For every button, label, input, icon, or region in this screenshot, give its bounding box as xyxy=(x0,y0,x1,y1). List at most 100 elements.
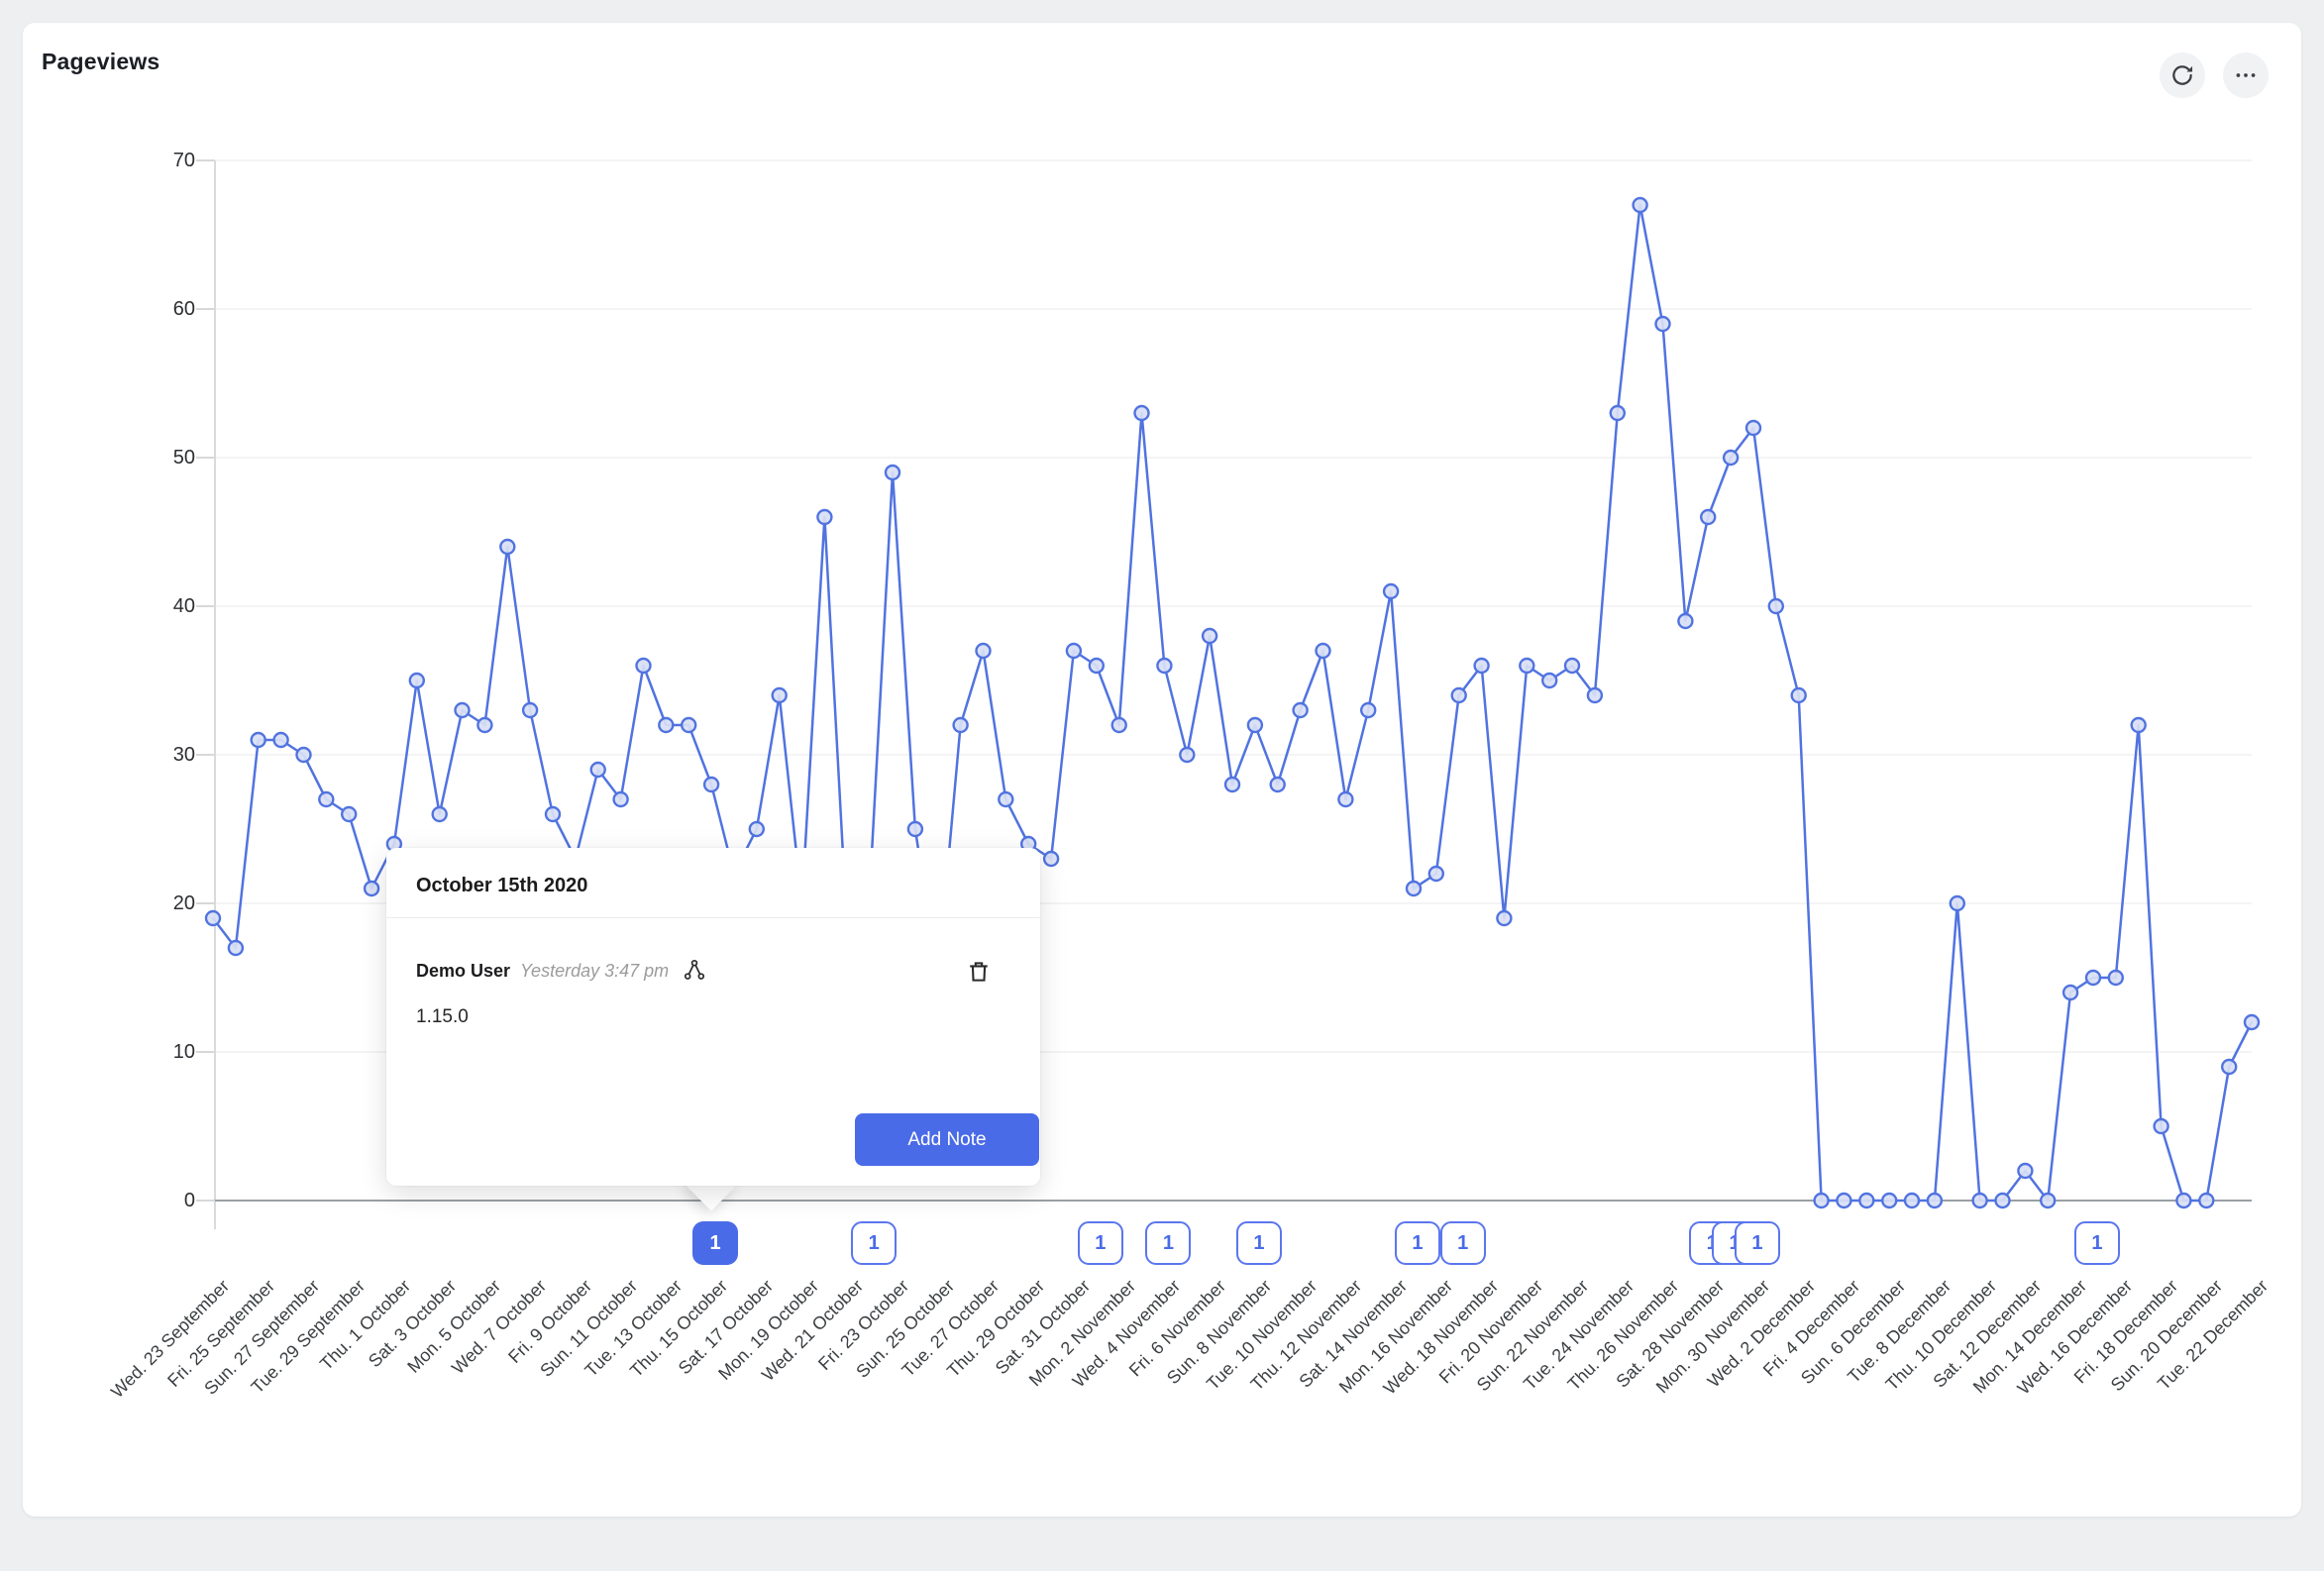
note-badge[interactable]: 1 xyxy=(1439,1221,1486,1265)
data-point[interactable] xyxy=(2039,1192,2057,1209)
data-point[interactable] xyxy=(227,939,245,957)
data-point[interactable] xyxy=(318,790,335,808)
data-point[interactable] xyxy=(2175,1192,2192,1209)
data-point[interactable] xyxy=(2084,969,2102,987)
data-point[interactable] xyxy=(589,761,606,779)
data-point[interactable] xyxy=(1496,909,1513,927)
data-point[interactable] xyxy=(1519,657,1535,675)
data-point[interactable] xyxy=(1179,746,1196,764)
data-point[interactable] xyxy=(1405,880,1423,897)
data-point[interactable] xyxy=(250,731,266,749)
data-point[interactable] xyxy=(1767,597,1785,615)
data-point[interactable] xyxy=(295,746,312,764)
y-axis-label: 70 xyxy=(172,150,195,171)
data-point[interactable] xyxy=(1088,657,1106,675)
data-point[interactable] xyxy=(1632,196,1648,214)
data-point[interactable] xyxy=(1133,404,1150,422)
data-point[interactable] xyxy=(431,805,448,823)
data-point[interactable] xyxy=(1926,1192,1944,1209)
data-point[interactable] xyxy=(1201,627,1218,645)
data-point[interactable] xyxy=(884,464,901,481)
data-point[interactable] xyxy=(1065,642,1083,660)
data-point[interactable] xyxy=(1156,657,1173,675)
data-point[interactable] xyxy=(702,776,720,793)
data-point[interactable] xyxy=(2061,984,2079,1001)
refresh-button[interactable] xyxy=(2160,52,2205,98)
data-point[interactable] xyxy=(975,642,992,660)
data-point[interactable] xyxy=(499,538,516,556)
data-point[interactable] xyxy=(2198,1192,2215,1209)
data-point[interactable] xyxy=(1858,1192,1875,1209)
data-point[interactable] xyxy=(748,820,765,838)
data-point[interactable] xyxy=(681,716,697,734)
data-point[interactable] xyxy=(1813,1192,1830,1209)
data-point[interactable] xyxy=(2017,1162,2034,1180)
data-point[interactable] xyxy=(1677,612,1694,630)
data-point[interactable] xyxy=(1699,508,1717,526)
data-point[interactable] xyxy=(1971,1192,1988,1209)
note-badge[interactable]: 1 xyxy=(2073,1221,2120,1265)
data-point[interactable] xyxy=(544,805,562,823)
data-point[interactable] xyxy=(521,701,539,719)
data-point[interactable] xyxy=(1654,315,1671,333)
data-point[interactable] xyxy=(658,716,675,734)
data-point[interactable] xyxy=(1790,686,1807,704)
note-timestamp: Yesterday 3:47 pm xyxy=(520,961,670,981)
y-axis-label: 10 xyxy=(172,1041,195,1063)
data-point[interactable] xyxy=(1315,642,1331,660)
data-point[interactable] xyxy=(454,701,471,719)
data-point[interactable] xyxy=(1042,850,1060,868)
node-graph-icon xyxy=(683,958,706,993)
data-point[interactable] xyxy=(341,805,358,823)
data-point[interactable] xyxy=(635,657,652,675)
data-point[interactable] xyxy=(906,820,924,838)
data-point[interactable] xyxy=(1450,686,1467,704)
data-point[interactable] xyxy=(1836,1192,1852,1209)
data-point[interactable] xyxy=(1269,776,1286,793)
data-point[interactable] xyxy=(2243,1013,2261,1031)
data-point[interactable] xyxy=(1427,865,1445,883)
data-point[interactable] xyxy=(1359,701,1377,719)
delete-note-button[interactable] xyxy=(965,957,995,987)
data-point[interactable] xyxy=(1337,790,1354,808)
data-point[interactable] xyxy=(952,716,969,734)
data-point[interactable] xyxy=(1246,716,1264,734)
data-point[interactable] xyxy=(408,672,425,689)
more-button[interactable] xyxy=(2223,52,2269,98)
data-point[interactable] xyxy=(1722,449,1740,467)
data-point[interactable] xyxy=(2107,969,2125,987)
note-badge[interactable]: 1 xyxy=(1077,1221,1123,1265)
note-badge-selected[interactable]: 1 xyxy=(692,1221,739,1265)
data-point[interactable] xyxy=(363,880,380,897)
data-point[interactable] xyxy=(1540,672,1558,689)
data-point[interactable] xyxy=(1563,657,1581,675)
note-badge[interactable]: 1 xyxy=(1394,1221,1440,1265)
note-badge[interactable]: 1 xyxy=(1734,1221,1780,1265)
data-point[interactable] xyxy=(2130,716,2147,734)
data-point[interactable] xyxy=(1744,419,1762,437)
data-point[interactable] xyxy=(816,508,833,526)
data-point[interactable] xyxy=(1473,657,1490,675)
data-point[interactable] xyxy=(2153,1117,2169,1135)
data-point[interactable] xyxy=(272,731,289,749)
note-badge[interactable]: 1 xyxy=(1145,1221,1192,1265)
add-note-button[interactable]: Add Note xyxy=(855,1113,1039,1166)
data-point[interactable] xyxy=(1586,686,1604,704)
data-point[interactable] xyxy=(998,790,1014,808)
note-badge[interactable]: 1 xyxy=(1235,1221,1282,1265)
data-point[interactable] xyxy=(1382,582,1400,600)
data-point[interactable] xyxy=(2220,1058,2238,1076)
data-point[interactable] xyxy=(1223,776,1241,793)
data-point[interactable] xyxy=(1110,716,1127,734)
data-point[interactable] xyxy=(476,716,493,734)
data-point[interactable] xyxy=(1994,1192,2011,1209)
data-point[interactable] xyxy=(1949,894,1966,912)
data-point[interactable] xyxy=(204,909,222,927)
data-point[interactable] xyxy=(1609,404,1627,422)
data-point[interactable] xyxy=(612,790,629,808)
data-point[interactable] xyxy=(1903,1192,1921,1209)
note-badge[interactable]: 1 xyxy=(851,1221,898,1265)
data-point[interactable] xyxy=(1880,1192,1898,1209)
data-point[interactable] xyxy=(771,686,788,704)
data-point[interactable] xyxy=(1292,701,1309,719)
